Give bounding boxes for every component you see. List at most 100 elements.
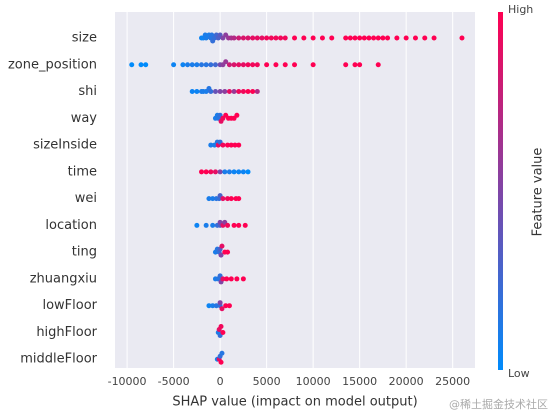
dot [217, 89, 223, 95]
dot [245, 89, 251, 95]
feature-label: zone_position [8, 57, 97, 72]
dot [245, 62, 251, 68]
dot [242, 222, 248, 228]
dot [189, 62, 195, 68]
x-tick-label: -10000 [108, 375, 147, 388]
x-tick-label: 25000 [435, 375, 470, 388]
dot [394, 35, 400, 41]
dot [218, 359, 224, 365]
x-tick-label: 0 [217, 375, 224, 388]
dot [210, 196, 216, 202]
dot [254, 35, 260, 41]
dot [208, 169, 214, 175]
dot [203, 169, 209, 175]
dot [199, 169, 205, 175]
dot [236, 35, 242, 41]
dot [292, 35, 298, 41]
dot [143, 62, 149, 68]
dot [225, 222, 231, 228]
dot [422, 35, 428, 41]
dot [380, 35, 386, 41]
dot [208, 142, 214, 148]
dot [231, 35, 237, 41]
dot [234, 112, 240, 118]
dot [431, 35, 437, 41]
dot [240, 62, 246, 68]
dot [240, 169, 246, 175]
dot [212, 169, 218, 175]
dot [366, 35, 372, 41]
dot [347, 35, 353, 41]
dot [254, 62, 260, 68]
dot [224, 276, 230, 282]
dot [203, 62, 209, 68]
dot [220, 276, 226, 282]
dot [282, 62, 288, 68]
dot [352, 62, 358, 68]
dot [226, 62, 232, 68]
dot [375, 62, 381, 68]
dot [343, 35, 349, 41]
feature-label: highFloor [36, 325, 97, 340]
dot [194, 62, 200, 68]
x-axis-label: SHAP value (impact on model output) [172, 395, 417, 410]
dot [236, 196, 242, 202]
feature-label: ting [72, 245, 97, 260]
dot [219, 350, 225, 356]
dot [231, 62, 237, 68]
dot [222, 169, 228, 175]
feature-label: time [68, 164, 97, 179]
dot [225, 196, 231, 202]
dot [228, 276, 234, 282]
dot [194, 222, 200, 228]
dot [194, 89, 200, 95]
dot [301, 35, 307, 41]
dot [310, 62, 316, 68]
dot [412, 35, 418, 41]
feature-label: size [72, 31, 97, 46]
dot [343, 62, 349, 68]
dot [220, 196, 226, 202]
dot [138, 62, 144, 68]
dot [220, 142, 226, 148]
dot [236, 222, 242, 228]
dot [273, 62, 279, 68]
dot [217, 169, 223, 175]
dot [228, 196, 234, 202]
dot [217, 300, 223, 306]
watermark: @稀土掘金技术社区 [449, 397, 548, 411]
dot [240, 35, 246, 41]
dot [199, 62, 205, 68]
dot [357, 62, 363, 68]
dot [319, 35, 325, 41]
dot [226, 169, 232, 175]
feature-label: zhuangxiu [30, 271, 97, 286]
colorbar-high: High [508, 3, 533, 16]
dot [292, 62, 298, 68]
dot [361, 35, 367, 41]
dot [180, 62, 186, 68]
colorbar [498, 12, 503, 370]
feature-label: sizeInside [33, 138, 97, 153]
dot [310, 35, 316, 41]
dot [218, 252, 224, 258]
colorbar-low: Low [508, 367, 530, 380]
dot [206, 303, 212, 309]
dot [228, 142, 234, 148]
x-tick-label: 15000 [342, 375, 377, 388]
dot [226, 303, 232, 309]
dot [222, 89, 228, 95]
x-tick-label: -5000 [158, 375, 190, 388]
dot [250, 35, 256, 41]
dot [223, 59, 229, 65]
dot [219, 243, 225, 249]
dot [219, 306, 225, 312]
dot [459, 35, 465, 41]
dot [236, 62, 242, 68]
dot [208, 89, 214, 95]
dot [329, 35, 335, 41]
dot [352, 35, 358, 41]
dot [129, 62, 135, 68]
dot [208, 62, 214, 68]
x-tick-label: 10000 [296, 375, 331, 388]
